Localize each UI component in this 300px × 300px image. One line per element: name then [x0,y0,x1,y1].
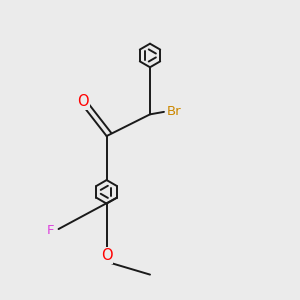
Text: O: O [78,94,89,110]
Text: Br: Br [167,105,182,118]
Text: O: O [101,248,112,263]
Text: F: F [47,224,55,237]
